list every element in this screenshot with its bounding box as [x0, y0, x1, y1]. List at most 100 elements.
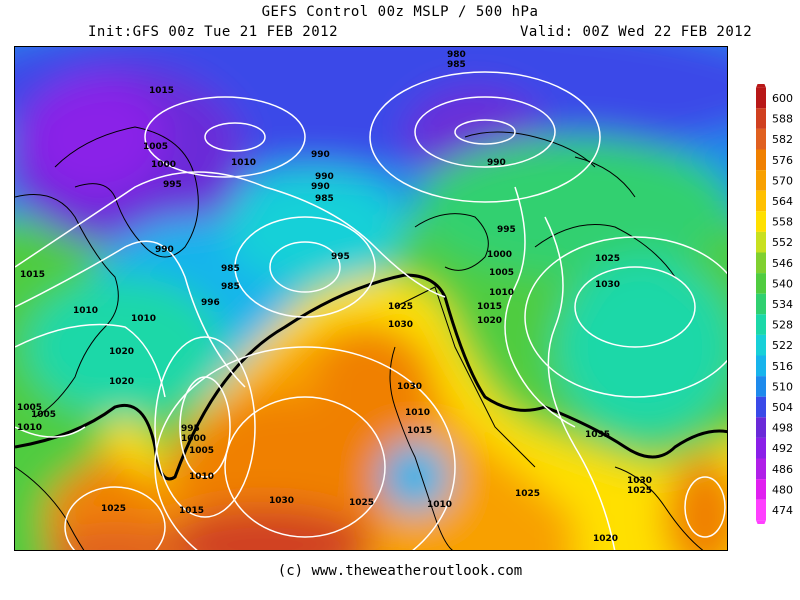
colorbar-label: 486: [772, 463, 793, 476]
colorbar-swatch: [756, 87, 766, 109]
isobar-label: 1010: [17, 423, 42, 433]
colorbar-label: 522: [772, 339, 793, 352]
colorbar-swatch: [756, 190, 766, 212]
colorbar-label: 480: [772, 483, 793, 496]
colorbar-swatch: [756, 108, 766, 129]
colorbar-label: 474: [772, 504, 793, 517]
isobar-label: 1010: [489, 288, 514, 298]
isobar-label: 1025: [101, 504, 126, 514]
isobar-label: 980: [447, 50, 466, 60]
colorbar-label: 510: [772, 380, 793, 393]
valid-time-label: Valid: 00Z Wed 22 FEB 2012: [520, 24, 753, 40]
isobar-label: 1010: [189, 472, 214, 482]
colorbar-swatch: [756, 417, 766, 438]
weather-map: 1015 1005 1000 995 1010 990 985 980 985 …: [14, 46, 728, 551]
colorbar-swatch: [756, 149, 766, 171]
colorbar-top-arrow: [756, 75, 766, 88]
colorbar-label: 570: [772, 174, 793, 187]
isobar-label: 1000: [487, 250, 512, 260]
isobar-label: 1020: [109, 377, 134, 387]
isobar-label: 1025: [388, 302, 413, 312]
isobar-label: 990: [315, 172, 334, 182]
isobar-label: 1020: [109, 347, 134, 357]
colorbar-swatch: [756, 458, 766, 480]
isobar-label: 1010: [427, 500, 452, 510]
colorbar-swatch: [756, 314, 766, 335]
colorbar-label: 558: [772, 216, 793, 229]
isobar-label: 1030: [388, 320, 413, 330]
isobar-label: 1015: [179, 506, 204, 516]
geopotential-field: [15, 47, 727, 550]
isobar-label: 1015: [477, 302, 502, 312]
colorbar-swatch: [756, 128, 766, 150]
colorbar-label: 576: [772, 154, 793, 167]
colorbar-label: 504: [772, 401, 793, 414]
isobar-label: 990: [311, 150, 330, 160]
isobar-label: 995: [331, 252, 350, 262]
colorbar-swatch: [756, 437, 766, 459]
colorbar-swatch: [756, 273, 766, 294]
isobar-label: 1020: [477, 316, 502, 326]
isobar-label: 985: [221, 282, 240, 292]
colorbar-label: 582: [772, 133, 793, 146]
colorbar-swatch: [756, 334, 766, 356]
isobar-label: 990: [487, 158, 506, 168]
colorbar-label: 516: [772, 360, 793, 373]
colorbar-swatch: [756, 479, 766, 500]
colorbar: 600 588 582 576 570 564 558 552 546 540 534 528 522 5…: [756, 75, 800, 533]
colorbar-label: 540: [772, 277, 793, 290]
isobar-label: 995: [497, 225, 516, 235]
isobar-label: 1035: [585, 430, 610, 440]
map-title: GEFS Control 00z MSLP / 500 hPa: [261, 4, 539, 20]
isobar-label: 1020: [593, 534, 618, 544]
colorbar-label: 552: [772, 236, 793, 249]
init-time-label: Init:GFS 00z Tue 21 FEB 2012: [88, 24, 339, 40]
isobar-labels: 1015 1005 1000 995 1010 990 985 980 985 …: [17, 50, 652, 544]
isobar-label: 1005: [31, 410, 56, 420]
colorbar-swatch: [756, 376, 766, 397]
isobar-label: 1030: [269, 496, 294, 506]
colorbar-swatch: [756, 231, 766, 253]
isobar-label: 985: [315, 194, 334, 204]
colorbar-bottom-arrow: [756, 520, 766, 533]
isobar-label: 1010: [131, 314, 156, 324]
colorbar-swatch: [756, 499, 766, 521]
isobar-label: 1010: [405, 408, 430, 418]
isobar-label: 985: [221, 264, 240, 274]
isobar-label: 996: [201, 298, 220, 308]
isobar-label: 1000: [151, 160, 176, 170]
colorbar-label: 588: [772, 113, 793, 126]
isobar-label: 1000: [181, 434, 206, 444]
contour-552-line: [15, 273, 727, 481]
colorbar-label: 564: [772, 195, 793, 208]
colorbar-swatch: [756, 293, 766, 315]
colorbar-label: 492: [772, 442, 793, 455]
isobar-label: 1030: [595, 280, 620, 290]
colorbar-label: 546: [772, 257, 793, 270]
isobar-label: 985: [447, 60, 466, 70]
isobar-label: 990: [311, 182, 330, 192]
isobar-label: 1025: [595, 254, 620, 264]
isobar-label: 995: [163, 180, 182, 190]
isobar-label: 1005: [489, 268, 514, 278]
colorbar-label: 498: [772, 422, 793, 435]
isobar-label: 1005: [189, 446, 214, 456]
colorbar-swatch: [756, 252, 766, 274]
isobar-label: 1005: [143, 142, 168, 152]
colorbar-swatch: [756, 170, 766, 191]
isobar-label: 1005: [17, 403, 42, 413]
coastlines: [15, 126, 704, 550]
colorbar-label: 534: [772, 298, 793, 311]
isobar-label: 1025: [515, 489, 540, 499]
colorbar-label: 600: [772, 92, 793, 105]
isobars: [15, 71, 727, 550]
isobar-label: 1015: [20, 270, 45, 280]
isobar-label: 1030: [627, 476, 652, 486]
credit-text: (c) www.theweatheroutlook.com: [277, 563, 523, 579]
colorbar-swatch: [756, 211, 766, 232]
isobar-label: 1015: [149, 86, 174, 96]
isobar-label: 1010: [73, 306, 98, 316]
isobar-label: 1030: [397, 382, 422, 392]
isobar-label: 1025: [349, 498, 374, 508]
isobar-label: 1015: [407, 426, 432, 436]
